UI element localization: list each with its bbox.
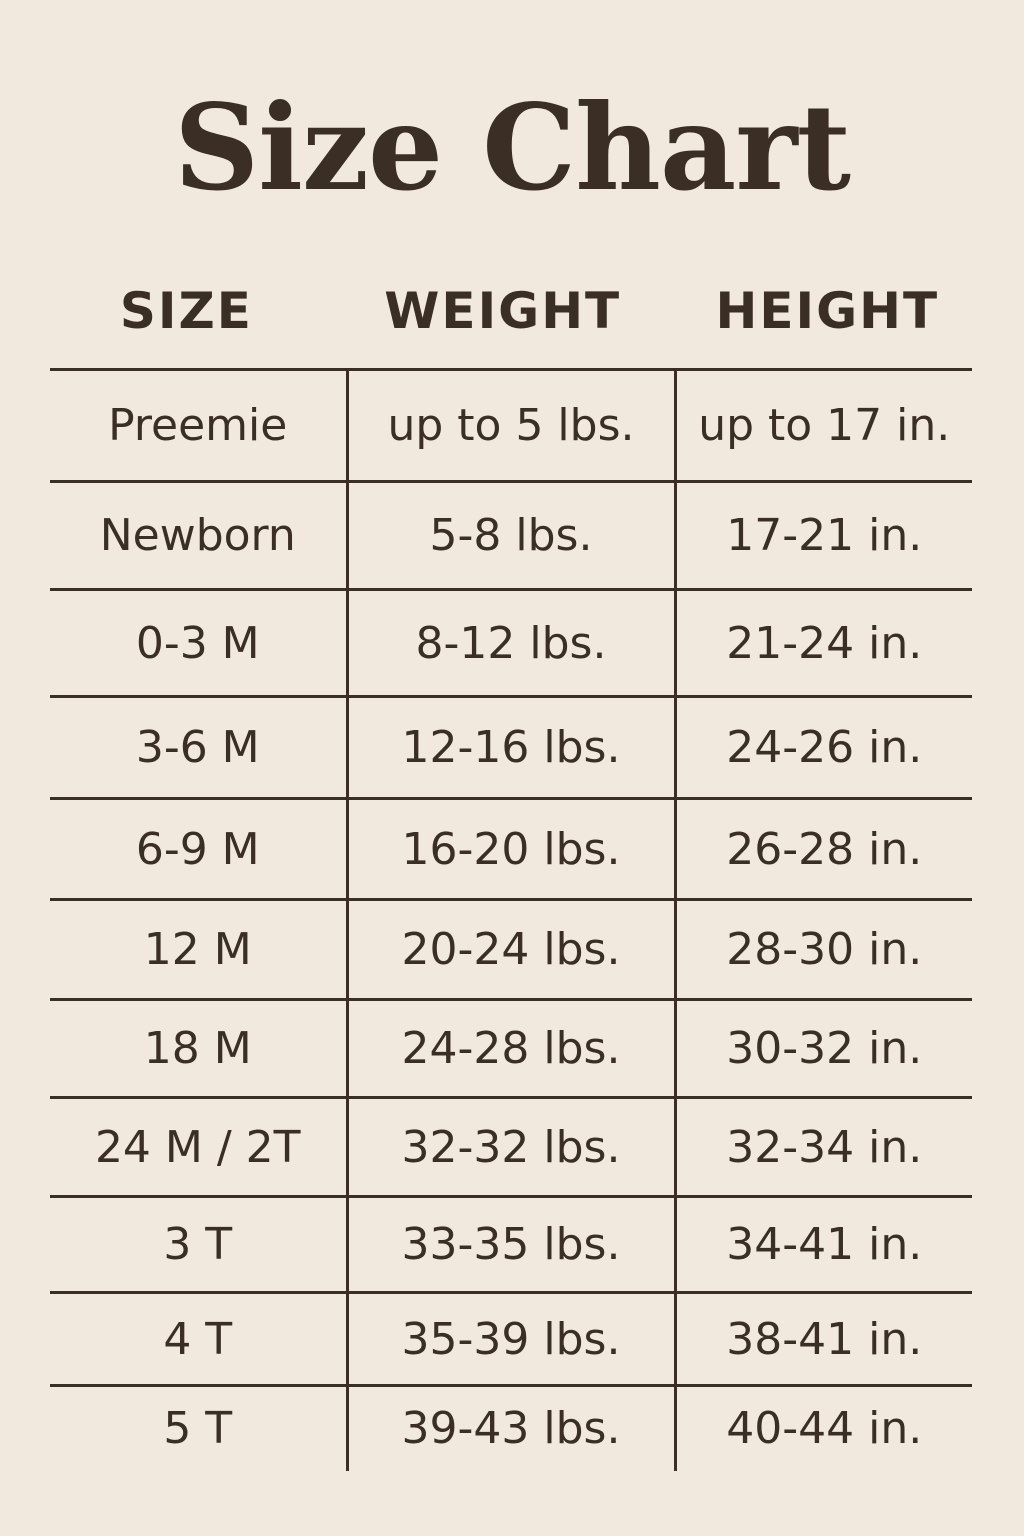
weight-cell: 16-20 lbs. <box>345 797 675 900</box>
size-cell: 4 T <box>50 1291 347 1386</box>
weight-cell: up to 5 lbs. <box>345 368 675 482</box>
table-row: 3 T 33-35 lbs. 34-41 in. <box>50 1195 972 1293</box>
size-cell: 6-9 M <box>50 797 347 900</box>
weight-cell: 8-12 lbs. <box>345 588 675 697</box>
height-cell: 34-41 in. <box>673 1195 972 1293</box>
size-cell: 5 T <box>50 1384 347 1471</box>
size-table: Preemie up to 5 lbs. up to 17 in. Newborn 5-… <box>50 368 972 1471</box>
weight-cell: 33-35 lbs. <box>345 1195 675 1293</box>
height-cell: up to 17 in. <box>673 368 972 482</box>
table-row: Newborn 5-8 lbs. 17-21 in. <box>50 480 972 590</box>
table-row: 12 M 20-24 lbs. 28-30 in. <box>50 898 972 1000</box>
size-cell: 3 T <box>50 1195 347 1293</box>
weight-cell: 35-39 lbs. <box>345 1291 675 1386</box>
column-header-weight: WEIGHT <box>384 282 622 340</box>
weight-cell: 32-32 lbs. <box>345 1096 675 1197</box>
weight-cell: 39-43 lbs. <box>345 1384 675 1471</box>
column-header-height: HEIGHT <box>715 282 940 340</box>
weight-cell: 5-8 lbs. <box>345 480 675 590</box>
table-row: 5 T 39-43 lbs. 40-44 in. <box>50 1384 972 1471</box>
height-cell: 28-30 in. <box>673 898 972 1000</box>
height-cell: 40-44 in. <box>673 1384 972 1471</box>
size-cell: 18 M <box>50 998 347 1098</box>
table-row: 6-9 M 16-20 lbs. 26-28 in. <box>50 797 972 900</box>
weight-cell: 24-28 lbs. <box>345 998 675 1098</box>
height-cell: 38-41 in. <box>673 1291 972 1386</box>
table-row: 4 T 35-39 lbs. 38-41 in. <box>50 1291 972 1386</box>
size-cell: 3-6 M <box>50 695 347 799</box>
height-cell: 24-26 in. <box>673 695 972 799</box>
table-row: 18 M 24-28 lbs. 30-32 in. <box>50 998 972 1098</box>
height-cell: 30-32 in. <box>673 998 972 1098</box>
size-cell: Newborn <box>50 480 347 590</box>
table-header: SIZE WEIGHT HEIGHT <box>50 282 972 340</box>
size-cell: 12 M <box>50 898 347 1000</box>
height-cell: 21-24 in. <box>673 588 972 697</box>
weight-cell: 12-16 lbs. <box>345 695 675 799</box>
height-cell: 32-34 in. <box>673 1096 972 1197</box>
page-title: Size Chart <box>173 78 851 217</box>
height-cell: 17-21 in. <box>673 480 972 590</box>
table-row: 0-3 M 8-12 lbs. 21-24 in. <box>50 588 972 697</box>
weight-cell: 20-24 lbs. <box>345 898 675 1000</box>
table-row: 3-6 M 12-16 lbs. 24-26 in. <box>50 695 972 799</box>
size-cell: Preemie <box>50 368 347 482</box>
size-cell: 0-3 M <box>50 588 347 697</box>
column-header-size: SIZE <box>119 282 253 340</box>
table-row: Preemie up to 5 lbs. up to 17 in. <box>50 368 972 482</box>
height-cell: 26-28 in. <box>673 797 972 900</box>
table-row: 24 M / 2T 32-32 lbs. 32-34 in. <box>50 1096 972 1197</box>
size-cell: 24 M / 2T <box>50 1096 347 1197</box>
